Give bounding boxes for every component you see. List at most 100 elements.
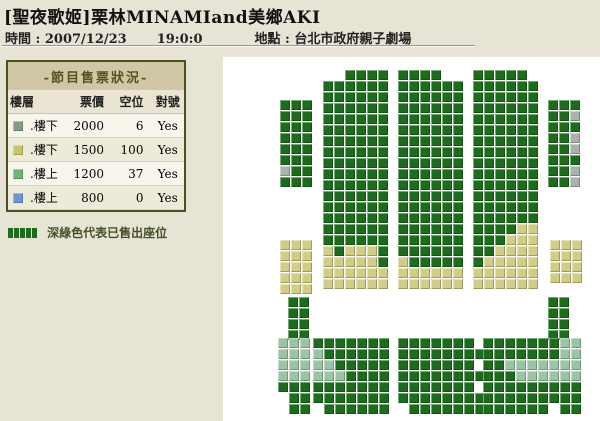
seat-available[interactable] bbox=[538, 360, 548, 370]
seat-available[interactable] bbox=[378, 268, 388, 278]
seat-available[interactable] bbox=[431, 268, 441, 278]
seat-available[interactable] bbox=[560, 349, 570, 359]
seat-available[interactable] bbox=[517, 224, 527, 234]
seat-available[interactable] bbox=[300, 349, 310, 359]
seat-available[interactable] bbox=[398, 279, 408, 289]
seat-available[interactable] bbox=[473, 279, 483, 289]
seat-available[interactable] bbox=[561, 240, 571, 250]
seat-available[interactable] bbox=[302, 284, 312, 294]
seat-available[interactable] bbox=[302, 273, 312, 283]
seat-available[interactable] bbox=[420, 268, 430, 278]
seat-available[interactable] bbox=[289, 360, 299, 370]
seat-available[interactable] bbox=[356, 257, 366, 267]
seat-available[interactable] bbox=[571, 349, 581, 359]
seat-available[interactable] bbox=[572, 273, 582, 283]
seat-available[interactable] bbox=[367, 268, 377, 278]
seat-available[interactable] bbox=[572, 240, 582, 250]
seat-available[interactable] bbox=[528, 279, 538, 289]
seat-available[interactable] bbox=[313, 349, 323, 359]
seat-available[interactable] bbox=[291, 284, 301, 294]
seat-available[interactable] bbox=[506, 257, 516, 267]
seat-available[interactable] bbox=[345, 279, 355, 289]
seat-available[interactable] bbox=[302, 240, 312, 250]
seat-available[interactable] bbox=[572, 251, 582, 261]
seat-available[interactable] bbox=[528, 235, 538, 245]
seat-available[interactable] bbox=[570, 133, 580, 143]
seat-available[interactable] bbox=[302, 262, 312, 272]
seat-available[interactable] bbox=[291, 251, 301, 261]
seat-available[interactable] bbox=[570, 144, 580, 154]
seat-available[interactable] bbox=[291, 262, 301, 272]
seat-available[interactable] bbox=[549, 371, 559, 381]
seat-available[interactable] bbox=[571, 360, 581, 370]
seat-available[interactable] bbox=[300, 338, 310, 348]
seat-available[interactable] bbox=[278, 338, 288, 348]
seat-available[interactable] bbox=[550, 273, 560, 283]
seat-available[interactable] bbox=[453, 279, 463, 289]
seat-available[interactable] bbox=[323, 246, 333, 256]
seat-available[interactable] bbox=[484, 279, 494, 289]
seat-available[interactable] bbox=[528, 268, 538, 278]
seat-available[interactable] bbox=[334, 257, 344, 267]
seat-available[interactable] bbox=[495, 257, 505, 267]
seat-available[interactable] bbox=[495, 268, 505, 278]
seat-available[interactable] bbox=[550, 262, 560, 272]
seat-available[interactable] bbox=[549, 360, 559, 370]
seat-available[interactable] bbox=[278, 349, 288, 359]
seat-available[interactable] bbox=[550, 251, 560, 261]
seat-available[interactable] bbox=[570, 177, 580, 187]
seat-available[interactable] bbox=[313, 371, 323, 381]
seat-available[interactable] bbox=[280, 251, 290, 261]
seat-available[interactable] bbox=[571, 338, 581, 348]
seat-available[interactable] bbox=[561, 273, 571, 283]
seat-available[interactable] bbox=[506, 279, 516, 289]
seat-available[interactable] bbox=[516, 360, 526, 370]
seat-available[interactable] bbox=[517, 246, 527, 256]
seat-available[interactable] bbox=[313, 360, 323, 370]
seat-available[interactable] bbox=[409, 279, 419, 289]
seat-available[interactable] bbox=[323, 257, 333, 267]
seat-available[interactable] bbox=[323, 279, 333, 289]
seat-available[interactable] bbox=[484, 257, 494, 267]
seat-available[interactable] bbox=[561, 262, 571, 272]
seat-available[interactable] bbox=[431, 279, 441, 289]
seat-available[interactable] bbox=[345, 246, 355, 256]
seat-available[interactable] bbox=[291, 273, 301, 283]
seat-available[interactable] bbox=[278, 360, 288, 370]
seat-available[interactable] bbox=[527, 360, 537, 370]
seat-available[interactable] bbox=[561, 251, 571, 261]
seat-available[interactable] bbox=[289, 338, 299, 348]
seat-available[interactable] bbox=[570, 111, 580, 121]
seat-available[interactable] bbox=[300, 371, 310, 381]
seat-available[interactable] bbox=[560, 360, 570, 370]
seat-available[interactable] bbox=[280, 273, 290, 283]
seat-available[interactable] bbox=[560, 371, 570, 381]
seat-available[interactable] bbox=[453, 268, 463, 278]
seat-available[interactable] bbox=[378, 279, 388, 289]
seat-available[interactable] bbox=[280, 166, 290, 176]
seat-available[interactable] bbox=[560, 338, 570, 348]
seat-available[interactable] bbox=[334, 279, 344, 289]
seat-available[interactable] bbox=[324, 360, 334, 370]
seat-available[interactable] bbox=[538, 371, 548, 381]
seat-available[interactable] bbox=[324, 371, 334, 381]
seat-available[interactable] bbox=[345, 257, 355, 267]
seat-available[interactable] bbox=[527, 371, 537, 381]
seat-available[interactable] bbox=[528, 224, 538, 234]
seat-available[interactable] bbox=[367, 279, 377, 289]
seat-available[interactable] bbox=[356, 268, 366, 278]
seat-available[interactable] bbox=[420, 279, 430, 289]
seat-available[interactable] bbox=[278, 371, 288, 381]
seat-available[interactable] bbox=[323, 268, 333, 278]
seat-available[interactable] bbox=[516, 371, 526, 381]
seat-available[interactable] bbox=[505, 360, 515, 370]
seat-available[interactable] bbox=[300, 360, 310, 370]
seat-available[interactable] bbox=[517, 268, 527, 278]
seat-available[interactable] bbox=[442, 268, 452, 278]
seat-available[interactable] bbox=[302, 251, 312, 261]
seat-available[interactable] bbox=[289, 349, 299, 359]
seat-available[interactable] bbox=[506, 235, 516, 245]
seat-available[interactable] bbox=[398, 268, 408, 278]
seat-available[interactable] bbox=[517, 279, 527, 289]
seat-available[interactable] bbox=[334, 268, 344, 278]
